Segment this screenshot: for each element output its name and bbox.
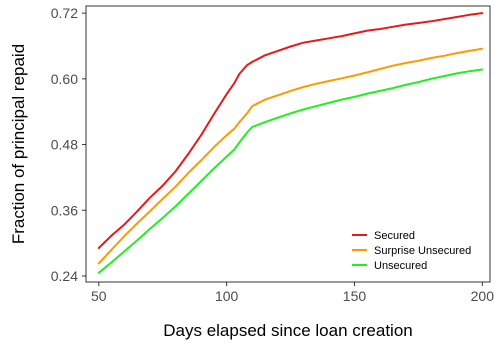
series-lines (97, 12, 484, 274)
x-tick-label: 50 (91, 288, 107, 304)
series-line-unsecured (97, 68, 484, 274)
legend-label: Surprise Unsecured (374, 245, 471, 257)
y-tick-label: 0.24 (51, 268, 78, 284)
series-line-surprise-unsecured (97, 47, 484, 265)
legend-label: Secured (374, 230, 415, 242)
series-line-secured (97, 12, 484, 249)
x-tick-label: 100 (215, 288, 239, 304)
legend-label: Unsecured (374, 260, 427, 272)
y-tick-label: 0.48 (51, 137, 78, 153)
x-axis-title: Days elapsed since loan creation (163, 321, 412, 340)
legend: Secured Surprise Unsecured Unsecured (352, 230, 471, 272)
y-tick-label: 0.72 (51, 5, 78, 21)
y-axis-title: Fraction of principal repaid (9, 44, 28, 244)
y-tick-label: 0.60 (51, 71, 78, 87)
plot-frame (85, 5, 491, 283)
x-tick-label: 150 (343, 288, 367, 304)
x-axis: 50 100 150 200 (91, 282, 494, 304)
y-axis: 0.24 0.36 0.48 0.60 0.72 (51, 5, 86, 284)
x-tick-label: 200 (471, 288, 495, 304)
y-tick-label: 0.36 (51, 202, 78, 218)
